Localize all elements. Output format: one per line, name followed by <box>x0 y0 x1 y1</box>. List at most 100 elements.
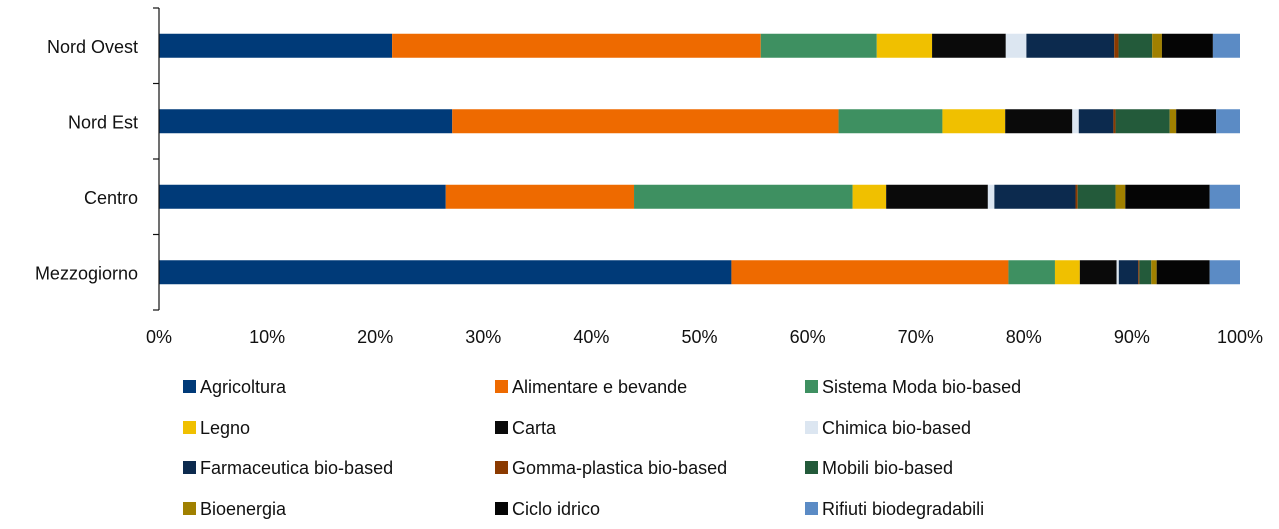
bar-nord-est-alimentare-e-bevande <box>452 109 839 134</box>
bar-centro-legno <box>852 184 887 209</box>
legend-swatch <box>183 421 196 434</box>
bar-nord-ovest-ciclo-idrico <box>1161 33 1213 58</box>
bar-nord-est-bioenergia <box>1169 109 1177 134</box>
bar-nord-ovest-rifiuti-biodegradabili <box>1212 33 1240 58</box>
bar-mezzogiorno-mobili-bio-based <box>1139 260 1152 285</box>
bar-nord-est-gomma-plastica-bio-based <box>1113 109 1116 134</box>
bar-group-mezzogiorno <box>159 260 1240 285</box>
bar-nord-ovest-farmaceutica-bio-based <box>1026 33 1115 58</box>
x-tick-label: 70% <box>898 327 934 347</box>
category-label-mezzogiorno: Mezzogiorno <box>35 263 138 283</box>
legend-label: Rifiuti biodegradabili <box>822 499 984 519</box>
bar-nord-ovest-chimica-bio-based <box>1005 33 1027 58</box>
x-tick-label: 90% <box>1114 327 1150 347</box>
legend-swatch <box>183 380 196 393</box>
bar-centro-bioenergia <box>1115 184 1126 209</box>
bar-centro-chimica-bio-based <box>987 184 995 209</box>
legend-swatch <box>805 421 818 434</box>
legend-label: Alimentare e bevande <box>512 377 687 397</box>
bar-centro-agricoltura <box>159 184 446 209</box>
bar-mezzogiorno-carta <box>1079 260 1117 285</box>
bar-mezzogiorno-gomma-plastica-bio-based <box>1138 260 1140 285</box>
bar-nord-ovest-carta <box>932 33 1006 58</box>
bar-centro-gomma-plastica-bio-based <box>1075 184 1078 209</box>
legend-item-sistema-moda-bio-based: Sistema Moda bio-based <box>805 377 1021 397</box>
legend-swatch <box>183 461 196 474</box>
legend-item-alimentare-e-bevande: Alimentare e bevande <box>495 377 687 397</box>
legend-label: Bioenergia <box>200 499 287 519</box>
legend-swatch <box>495 461 508 474</box>
legend-swatch <box>495 502 508 515</box>
legend-swatch <box>495 380 508 393</box>
x-tick-label: 100% <box>1217 327 1263 347</box>
bar-group-centro <box>159 184 1240 209</box>
bar-mezzogiorno-farmaceutica-bio-based <box>1118 260 1139 285</box>
x-tick-label: 20% <box>357 327 393 347</box>
legend-swatch <box>805 502 818 515</box>
bar-centro-sistema-moda-bio-based <box>634 184 853 209</box>
bar-nord-est-farmaceutica-bio-based <box>1078 109 1114 134</box>
category-label-nord-est: Nord Est <box>68 112 138 132</box>
bar-centro-carta <box>886 184 988 209</box>
legend-swatch <box>495 421 508 434</box>
bar-group-nord-est <box>159 109 1240 134</box>
bar-centro-mobili-bio-based <box>1077 184 1116 209</box>
legend-item-chimica-bio-based: Chimica bio-based <box>805 418 971 438</box>
legend-item-ciclo-idrico: Ciclo idrico <box>495 499 600 519</box>
legend-item-farmaceutica-bio-based: Farmaceutica bio-based <box>183 458 393 478</box>
bar-nord-est-chimica-bio-based <box>1072 109 1079 134</box>
bar-centro-farmaceutica-bio-based <box>994 184 1076 209</box>
x-tick-labels: 0% 10% 20% 30% 40% 50% 60% 70% 80% 90% 100% <box>146 327 1263 347</box>
axes <box>153 7 160 311</box>
legend-label: Carta <box>512 418 557 438</box>
bar-nord-ovest-legno <box>876 33 933 58</box>
bar-nord-est-agricoltura <box>159 109 453 134</box>
bar-mezzogiorno-chimica-bio-based <box>1116 260 1119 285</box>
x-tick-label: 60% <box>790 327 826 347</box>
legend-label: Agricoltura <box>200 377 287 397</box>
bar-mezzogiorno-rifiuti-biodegradabili <box>1209 260 1240 285</box>
bar-nord-est-carta <box>1005 109 1073 134</box>
legend-swatch <box>805 380 818 393</box>
bar-centro-alimentare-e-bevande <box>445 184 635 209</box>
legend-label: Gomma-plastica bio-based <box>512 458 727 478</box>
bar-mezzogiorno-legno <box>1054 260 1080 285</box>
legend-item-bioenergia: Bioenergia <box>183 499 287 519</box>
x-tick-label: 30% <box>465 327 501 347</box>
bar-nord-ovest-mobili-bio-based <box>1118 33 1153 58</box>
bar-nord-ovest-agricoltura <box>159 33 393 58</box>
legend-label: Ciclo idrico <box>512 499 600 519</box>
bar-nord-est-mobili-bio-based <box>1115 109 1170 134</box>
bar-nord-ovest-bioenergia <box>1152 33 1162 58</box>
legend-label: Chimica bio-based <box>822 418 971 438</box>
bar-nord-ovest-alimentare-e-bevande <box>392 33 761 58</box>
category-label-nord-ovest: Nord Ovest <box>47 37 138 57</box>
bar-centro-rifiuti-biodegradabili <box>1209 184 1240 209</box>
bar-mezzogiorno-alimentare-e-bevande <box>731 260 1009 285</box>
x-tick-label: 40% <box>573 327 609 347</box>
x-tick-label: 10% <box>249 327 285 347</box>
bar-mezzogiorno-agricoltura <box>159 260 732 285</box>
legend-swatch <box>805 461 818 474</box>
bar-nord-ovest-sistema-moda-bio-based <box>760 33 877 58</box>
x-tick-label: 80% <box>1006 327 1042 347</box>
legend-item-gomma-plastica-bio-based: Gomma-plastica bio-based <box>495 458 727 478</box>
bar-groups <box>159 33 1240 285</box>
bar-nord-est-legno <box>942 109 1006 134</box>
x-tick-label: 0% <box>146 327 172 347</box>
bar-mezzogiorno-bioenergia <box>1151 260 1157 285</box>
x-tick-label: 50% <box>681 327 717 347</box>
legend-label: Farmaceutica bio-based <box>200 458 393 478</box>
legend-item-rifiuti-biodegradabili: Rifiuti biodegradabili <box>805 499 984 519</box>
bar-nord-est-ciclo-idrico <box>1176 109 1217 134</box>
category-label-centro: Centro <box>84 188 138 208</box>
legend: Agricoltura Alimentare e bevande Sistema M… <box>183 377 1021 519</box>
bar-centro-ciclo-idrico <box>1125 184 1210 209</box>
bar-nord-est-rifiuti-biodegradabili <box>1216 109 1240 134</box>
category-labels: Nord Ovest Nord Est Centro Mezzogiorno <box>35 37 138 284</box>
legend-label: Sistema Moda bio-based <box>822 377 1021 397</box>
legend-swatch <box>183 502 196 515</box>
legend-item-legno: Legno <box>183 418 250 438</box>
legend-item-agricoltura: Agricoltura <box>183 377 287 397</box>
